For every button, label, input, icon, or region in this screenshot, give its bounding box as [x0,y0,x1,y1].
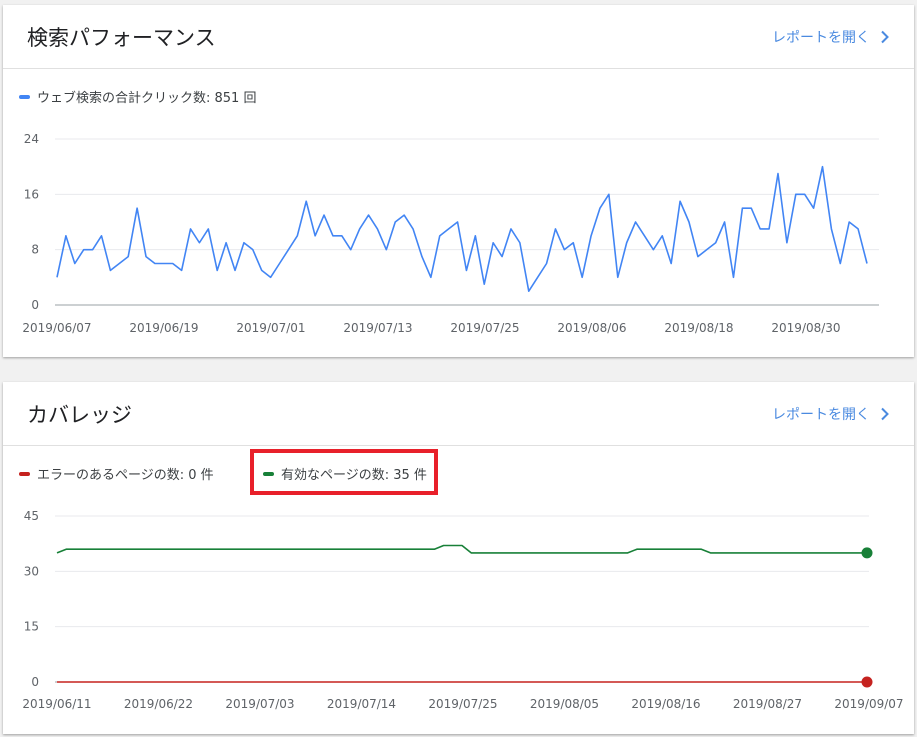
clicks-line-chart[interactable]: 0 8 16 24 2019/06/07 2019/06/19 2019/07/01 2019… [3,5,914,357]
coverage-card: カバレッジ レポートを開く エラーのあるページの数: 0 件 有効なページの数:… [3,382,914,734]
card-header: カバレッジ レポートを開く [3,382,914,446]
valid-legend-swatch [263,471,274,476]
valid-legend-highlight-box [250,449,438,495]
valid-pages-legend[interactable]: 有効なページの数: 35 件 [263,464,427,483]
x-tick-label: 2019/07/03 [225,697,294,711]
coverage-line-chart[interactable]: 0 15 30 45 2019/06/11 2019/06/22 2019/07/03 201… [3,382,914,734]
x-tick-label: 2019/07/01 [236,321,305,335]
search-performance-card: 検索パフォーマンス レポートを開く ウェブ検索の合計クリック数: 851 回 0… [3,5,914,357]
x-tick-label: 2019/07/13 [343,321,412,335]
error-legend-label: エラーのあるページの数: 0 件 [37,468,214,483]
y-tick-label: 15 [24,620,39,634]
x-tick-label: 2019/08/06 [557,321,626,335]
x-tick-label: 2019/08/18 [664,321,733,335]
valid-legend-label: 有効なページの数: 35 件 [281,468,427,483]
chevron-right-icon [881,30,889,44]
open-report-label: レポートを開く [772,407,870,423]
x-tick-label: 2019/06/07 [22,321,91,335]
x-tick-label: 2019/06/22 [124,697,193,711]
clicks-legend-swatch [19,94,30,99]
x-tick-label: 2019/09/07 [834,697,903,711]
x-tick-label: 2019/08/30 [771,321,840,335]
card-header: 検索パフォーマンス レポートを開く [3,5,914,69]
clicks-legend[interactable]: ウェブ検索の合計クリック数: 851 回 [19,87,256,106]
y-tick-label: 45 [24,509,39,523]
y-tick-label: 0 [31,675,39,689]
clicks-legend-label: ウェブ検索の合計クリック数: 851 回 [37,91,257,106]
error-legend-swatch [19,471,30,476]
error-pages-legend[interactable]: エラーのあるページの数: 0 件 [19,464,214,483]
x-tick-label: 2019/08/27 [733,697,802,711]
y-tick-label: 30 [24,564,39,578]
search-performance-title: 検索パフォーマンス [27,26,216,50]
x-tick-label: 2019/07/25 [428,697,497,711]
x-tick-label: 2019/08/16 [631,697,700,711]
x-tick-label: 2019/06/11 [22,697,91,711]
chevron-right-icon [881,407,889,421]
y-tick-label: 16 [24,187,39,201]
x-tick-label: 2019/07/14 [327,697,396,711]
x-tick-label: 2019/08/05 [530,697,599,711]
valid-pages-series-line[interactable] [56,544,867,554]
open-performance-report-link[interactable]: レポートを開く [772,27,890,47]
y-tick-label: 8 [31,243,39,257]
coverage-title: カバレッジ [27,403,132,427]
valid-pages-series-line-end-point[interactable] [861,547,873,559]
open-report-label: レポートを開く [772,30,870,46]
open-coverage-report-link[interactable]: レポートを開く [772,404,890,424]
x-tick-label: 2019/07/25 [450,321,519,335]
x-tick-label: 2019/06/19 [129,321,198,335]
y-tick-label: 0 [31,298,39,312]
clicks-series-line[interactable] [56,165,868,292]
error-pages-series-line-end-point[interactable] [861,676,873,688]
y-tick-label: 24 [24,132,39,146]
